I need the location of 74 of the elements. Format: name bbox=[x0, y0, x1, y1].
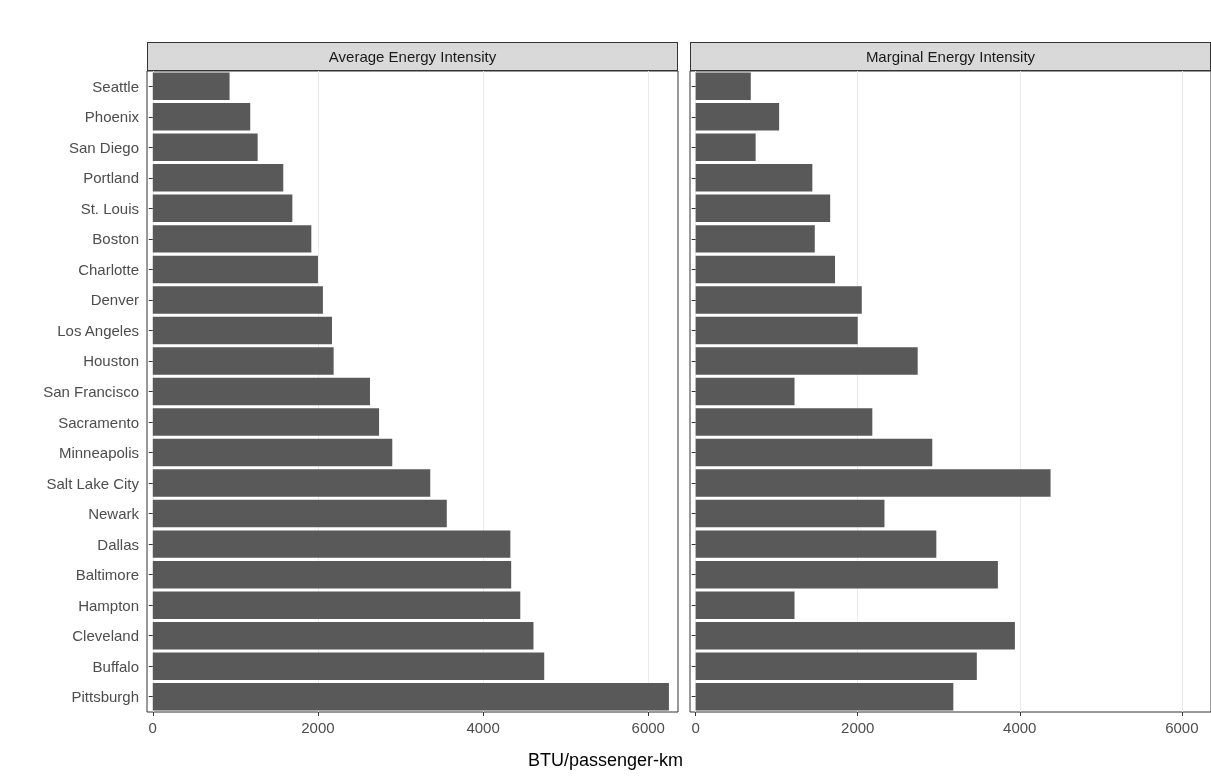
bar bbox=[152, 652, 545, 680]
y-tick-label: Dallas bbox=[97, 535, 139, 553]
bar bbox=[695, 347, 918, 375]
y-tick-label: Charlotte bbox=[78, 260, 139, 278]
bar bbox=[152, 225, 312, 253]
y-tick-label: Minneapolis bbox=[58, 444, 139, 462]
x-tick-label: 6000 bbox=[631, 719, 665, 736]
chart-title: Marginal Energy Intensity bbox=[690, 42, 1211, 71]
bar bbox=[695, 133, 756, 162]
bar bbox=[695, 621, 1015, 650]
bar bbox=[695, 225, 815, 253]
y-tick-label: Seattle bbox=[92, 77, 139, 95]
bar bbox=[152, 194, 293, 223]
x-tick-label: 6000 bbox=[1165, 719, 1199, 736]
y-tick-label: Portland bbox=[83, 169, 139, 187]
bar bbox=[695, 255, 836, 284]
bar bbox=[152, 377, 370, 406]
bar bbox=[695, 286, 862, 314]
y-tick-label: Baltimore bbox=[75, 566, 139, 584]
bar bbox=[695, 530, 937, 558]
bar bbox=[152, 560, 512, 589]
bar bbox=[695, 377, 795, 406]
bar bbox=[695, 438, 933, 467]
x-tick-label: 2000 bbox=[841, 719, 875, 736]
y-tick-label: Denver bbox=[90, 291, 139, 309]
x-tick-label: 4000 bbox=[1003, 719, 1037, 736]
chart-title: Average Energy Intensity bbox=[147, 42, 678, 71]
y-tick-label: Sacramento bbox=[58, 413, 139, 431]
bar bbox=[152, 255, 318, 284]
bar bbox=[695, 103, 780, 131]
bar bbox=[152, 316, 332, 345]
bar bbox=[152, 286, 323, 314]
bar bbox=[695, 683, 954, 711]
x-tick-label: 4000 bbox=[466, 719, 500, 736]
bar bbox=[695, 560, 998, 589]
x-axis-title: BTU/passenger-km bbox=[526, 750, 685, 771]
y-tick-label: San Diego bbox=[68, 138, 139, 156]
bar bbox=[152, 469, 431, 497]
y-tick-label: St. Louis bbox=[80, 199, 139, 217]
bar bbox=[152, 499, 447, 528]
bar bbox=[152, 530, 511, 558]
bar bbox=[695, 408, 873, 436]
x-tick-label: 0 bbox=[691, 719, 700, 736]
bar bbox=[152, 164, 284, 192]
x-tick-label: 2000 bbox=[301, 719, 335, 736]
bar bbox=[152, 438, 393, 467]
bar bbox=[695, 72, 751, 100]
y-tick-label: Pittsburgh bbox=[71, 688, 139, 706]
bar bbox=[152, 72, 230, 100]
y-tick-label: Boston bbox=[92, 230, 139, 248]
y-tick-label: Salt Lake City bbox=[46, 474, 140, 492]
y-tick-label: Buffalo bbox=[92, 657, 139, 675]
y-tick-label: Newark bbox=[88, 505, 140, 523]
bar bbox=[152, 103, 251, 131]
bar bbox=[152, 621, 534, 650]
y-tick-label: Phoenix bbox=[84, 108, 140, 126]
bar bbox=[695, 652, 977, 680]
bar bbox=[695, 469, 1051, 497]
y-tick-label: San Francisco bbox=[43, 383, 139, 400]
bar bbox=[152, 591, 521, 619]
y-tick-label: Houston bbox=[83, 352, 139, 370]
bar bbox=[152, 683, 669, 711]
y-tick-label: Hampton bbox=[78, 596, 139, 614]
bar bbox=[695, 194, 831, 223]
bar bbox=[695, 316, 858, 345]
x-tick-label: 0 bbox=[148, 719, 157, 736]
bar bbox=[695, 164, 813, 192]
y-tick-label: Los Angeles bbox=[57, 321, 139, 339]
bar bbox=[695, 591, 795, 619]
bar bbox=[695, 499, 885, 528]
bar bbox=[152, 133, 258, 162]
bar bbox=[152, 408, 380, 436]
bar bbox=[152, 347, 334, 375]
y-tick-label: Cleveland bbox=[72, 627, 139, 645]
